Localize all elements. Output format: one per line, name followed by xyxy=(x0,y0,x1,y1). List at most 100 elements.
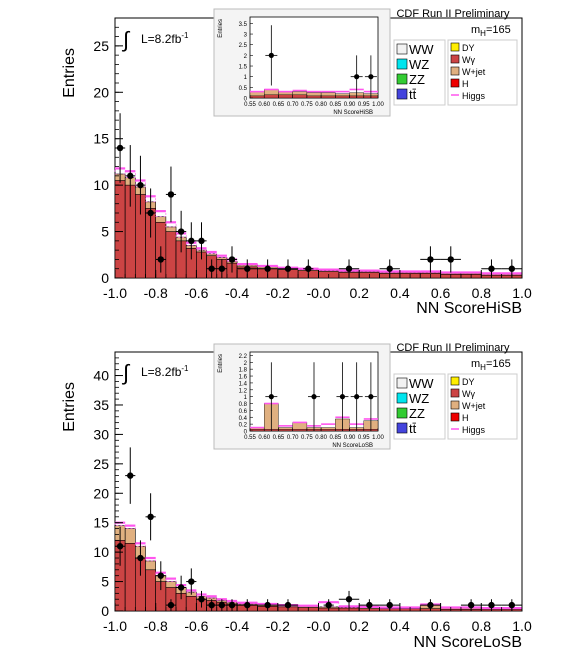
data-point xyxy=(167,191,175,198)
legend-label: ZZ xyxy=(409,72,425,87)
legend-label: H xyxy=(462,413,469,423)
x-tick-label: 0.6 xyxy=(431,618,451,634)
inset-wgamma-bar xyxy=(249,95,265,99)
data-point xyxy=(167,601,175,609)
legend-label: ZZ xyxy=(409,406,425,421)
y-tick-label: 30 xyxy=(93,426,109,442)
data-point xyxy=(305,265,312,272)
lumi-value: L=8.2fb xyxy=(141,365,182,379)
mass-symbol: m xyxy=(471,24,480,36)
inset-x-tick-label: 1.00 xyxy=(372,102,384,108)
legend-label: Higgs xyxy=(462,425,486,435)
x-tick-label: -0.8 xyxy=(144,285,168,301)
data-point xyxy=(228,601,236,609)
inset-wgamma-bar xyxy=(278,429,293,432)
data-point xyxy=(244,601,251,609)
systematic-band xyxy=(206,595,218,599)
data-point xyxy=(345,265,353,272)
data-point xyxy=(325,601,332,609)
inset-data-point xyxy=(368,394,374,400)
inset-x-tick-label: 0.65 xyxy=(273,102,285,108)
data-point xyxy=(264,265,271,272)
legend-label: WZ xyxy=(409,391,429,406)
inset-y-tick-label: 1 xyxy=(244,395,248,401)
y-tick-label: 10 xyxy=(93,177,109,193)
lumi-exponent: -1 xyxy=(181,31,189,40)
x-tick-label: 0.4 xyxy=(390,285,410,301)
x-tick-label: 0.6 xyxy=(431,285,451,301)
inset-x-tick-label: 0.95 xyxy=(358,435,370,441)
x-tick-label: 0.2 xyxy=(349,285,369,301)
legend-label: Wγ xyxy=(462,55,475,65)
inset-x-tick-label: 0.85 xyxy=(329,102,341,108)
legend-swatch xyxy=(450,54,460,64)
inset-y-tick-label: 1.2 xyxy=(239,388,248,394)
y-tick-label: 20 xyxy=(93,84,109,100)
x-tick-label: -0.4 xyxy=(225,285,249,301)
inset-y-tick-label: 0.5 xyxy=(239,86,248,92)
inset-wgamma-bar xyxy=(320,95,336,99)
data-point xyxy=(198,596,205,603)
inset-x-tick-label: 0.70 xyxy=(287,102,299,108)
systematic-band xyxy=(155,210,167,218)
legend-label: W+jet xyxy=(462,401,486,411)
data-point xyxy=(218,265,226,272)
data-point xyxy=(188,237,195,245)
x-tick-label: 0.4 xyxy=(390,618,410,634)
inset-data-point xyxy=(311,394,317,400)
systematic-band xyxy=(206,251,218,255)
inset-x-tick-label: 0.65 xyxy=(273,435,285,441)
data-point xyxy=(386,265,393,272)
legend-box-right xyxy=(447,39,518,106)
data-point xyxy=(345,596,353,603)
y-tick-label: 0 xyxy=(101,603,109,619)
data-point xyxy=(188,578,195,585)
legend-swatch xyxy=(450,388,460,398)
inset-wgamma-bar xyxy=(306,95,322,99)
data-point xyxy=(157,572,164,579)
systematic-band xyxy=(145,557,156,562)
data-point xyxy=(228,256,236,263)
integral-sign: ∫ xyxy=(121,360,131,385)
lumi-label: L=8.2fb-1 xyxy=(141,31,189,46)
inset-y-tick-label: 2.2 xyxy=(239,354,248,360)
data-point xyxy=(508,601,516,609)
legend-swatch xyxy=(396,43,408,55)
mass-label: mH=165 xyxy=(471,358,511,372)
systematic-band xyxy=(216,255,228,258)
legend-label: WW xyxy=(409,42,434,57)
mass-subscript: H xyxy=(480,363,486,372)
data-point xyxy=(508,265,516,272)
legend-swatch xyxy=(450,400,460,410)
wgamma-bar xyxy=(145,569,156,612)
inset-x-tick-label: 0.75 xyxy=(301,435,313,441)
data-point xyxy=(177,228,185,235)
data-point xyxy=(366,601,373,609)
x-tick-label: -0.0 xyxy=(306,285,330,301)
inset-data-point xyxy=(268,394,274,400)
wgamma-bar xyxy=(185,595,197,612)
systematic-band xyxy=(165,578,177,582)
inset-y-tick-label: 1.5 xyxy=(239,65,248,71)
data-point xyxy=(427,256,434,263)
legend-swatch xyxy=(396,73,408,85)
y-tick-label: 35 xyxy=(93,397,109,413)
inset-x-tick-label: 0.60 xyxy=(258,435,270,441)
inset-chart: 0 0.5 1 1.5 2 2.5 3 3.5 0.55 0.60 0.65 0.70 0.75 0.80… xyxy=(213,8,391,117)
data-point xyxy=(116,144,124,152)
inset-wgamma-bar xyxy=(292,94,308,99)
inset-data-point xyxy=(268,52,274,58)
y-tick-label: 40 xyxy=(93,368,109,384)
data-point xyxy=(447,256,454,263)
legend-swatch xyxy=(396,392,408,404)
x-tick-label: -1.0 xyxy=(103,285,127,301)
x-tick-label: -0.8 xyxy=(144,618,168,634)
x-tick-label: -1.0 xyxy=(103,618,127,634)
systematic-band xyxy=(124,525,136,529)
inset-y-axis-label: Entries xyxy=(218,354,224,373)
inset-y-tick-label: 0.8 xyxy=(239,402,248,408)
